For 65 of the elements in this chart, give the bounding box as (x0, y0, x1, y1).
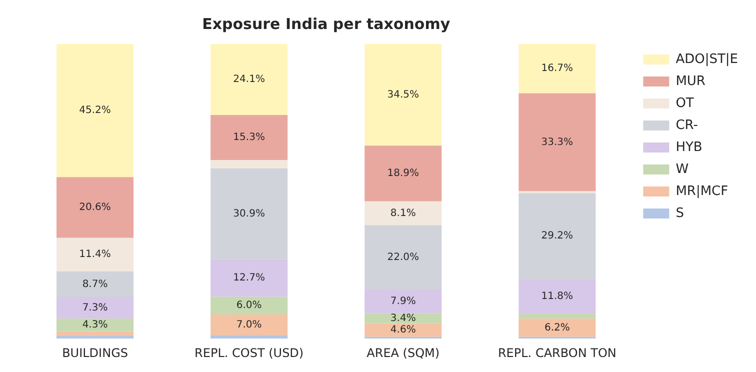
x-tick-label: AREA (SQM) (366, 346, 440, 360)
data-label: 22.0% (387, 252, 420, 264)
bar (364, 146, 442, 202)
data-label: 8.7% (82, 278, 108, 290)
bar (56, 238, 134, 272)
bar (364, 44, 442, 146)
bar (210, 259, 288, 297)
data-label: 8.1% (390, 208, 416, 219)
data-label: 15.3% (233, 132, 265, 144)
legend-label: MR|MCF (676, 184, 728, 199)
data-label: 18.9% (387, 168, 420, 180)
bar (518, 318, 596, 337)
bar (210, 335, 288, 339)
data-label: 6.0% (236, 300, 262, 312)
bar (210, 115, 288, 160)
bar (518, 279, 596, 314)
bar (364, 225, 442, 290)
data-label: 33.3% (541, 136, 574, 148)
data-label: 30.9% (233, 208, 265, 220)
x-tick-label: REPL. COST (USD) (194, 346, 304, 360)
legend-label: W (676, 162, 689, 177)
data-label: 7.0% (236, 319, 262, 330)
data-label: 16.7% (541, 63, 574, 74)
bar (518, 193, 596, 280)
legend-label: HYB (676, 140, 702, 155)
data-label: 11.8% (541, 291, 574, 302)
legend-label: S (676, 206, 684, 221)
bar (518, 93, 596, 192)
bar (56, 331, 134, 336)
x-tick-label: REPL. CARBON TON (498, 346, 616, 360)
legend-label: ADO|ST|E (676, 52, 738, 67)
bar (56, 318, 134, 332)
bar (210, 296, 288, 314)
legend-label: CR- (676, 118, 698, 133)
data-label: 11.4% (79, 249, 111, 260)
bar (364, 201, 442, 226)
bar (518, 44, 596, 94)
bar (210, 160, 288, 168)
data-label: 7.9% (390, 296, 416, 308)
bar (210, 314, 288, 336)
data-label: 34.5% (387, 89, 420, 100)
chart-title: Exposure India per taxonomy (202, 14, 450, 33)
data-label: 4.3% (82, 319, 108, 330)
x-tick-label: BUILDINGS (62, 346, 128, 360)
data-label: 12.7% (233, 272, 265, 284)
data-label: 24.1% (233, 74, 265, 86)
data-label: 4.6% (390, 324, 416, 336)
data-label: 6.2% (544, 322, 570, 334)
bar (56, 177, 134, 238)
bar (56, 297, 134, 319)
data-label: 29.2% (541, 230, 574, 242)
bar (56, 271, 134, 298)
data-label: 20.6% (79, 202, 111, 214)
data-label: 7.3% (82, 302, 108, 314)
data-label: 3.4% (390, 312, 416, 324)
legend-label: MUR (676, 74, 706, 89)
bar (56, 336, 134, 339)
bar (56, 44, 134, 178)
legend-label: OT (676, 96, 694, 111)
bar (364, 290, 442, 314)
bar (518, 314, 596, 319)
bar (210, 44, 288, 115)
data-label: 45.2% (79, 105, 111, 116)
bar (210, 168, 288, 260)
bar (364, 323, 442, 337)
